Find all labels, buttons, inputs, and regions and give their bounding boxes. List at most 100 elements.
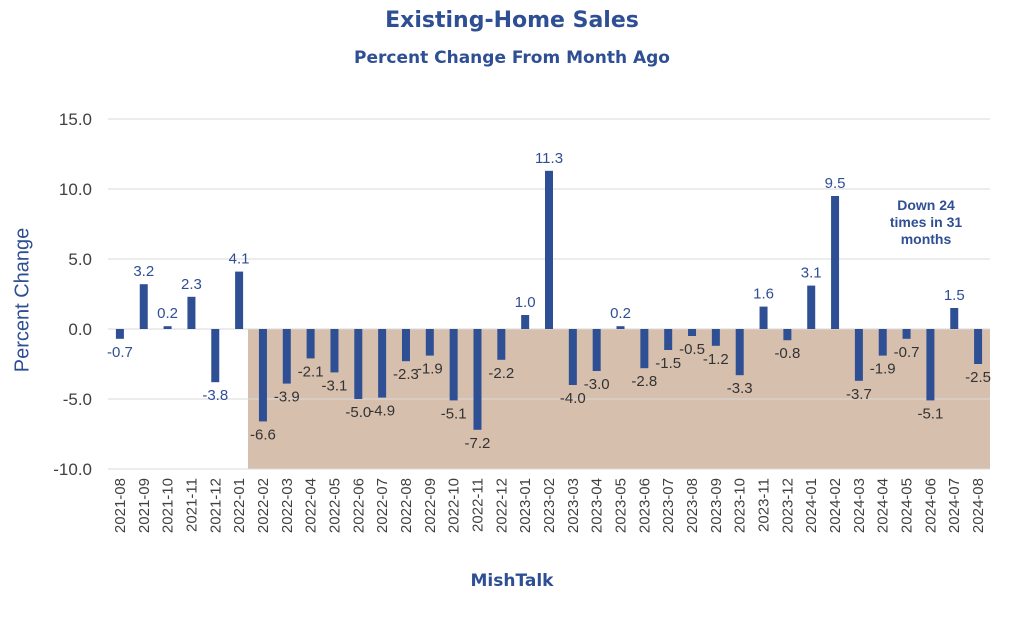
data-label: -7.2 [465, 435, 491, 452]
data-label: -6.6 [250, 426, 276, 443]
annotation-line: Down 24 [897, 197, 955, 213]
x-tick-label: 2022-04 [303, 478, 320, 533]
x-tick-label: 2022-01 [231, 478, 248, 533]
bar [187, 296, 196, 329]
x-tick-label: 2022-06 [350, 478, 367, 533]
bar [783, 329, 792, 341]
bar [354, 329, 363, 399]
bar [688, 329, 697, 336]
data-label: -0.8 [774, 345, 800, 362]
data-label: 3.2 [133, 263, 154, 280]
x-tick-label: 2021-12 [207, 478, 224, 533]
x-tick-label: 2023-01 [517, 478, 534, 533]
data-label: 1.0 [515, 294, 536, 311]
bar [926, 329, 935, 401]
bar [473, 329, 482, 430]
bar [974, 329, 983, 364]
bar [807, 285, 816, 329]
data-label: -4.9 [369, 403, 395, 420]
bar [878, 329, 887, 356]
data-label: -0.7 [107, 344, 133, 361]
data-label: -5.1 [917, 405, 943, 422]
bar [330, 329, 339, 373]
bar [711, 329, 720, 346]
y-tick-label: 15.0 [59, 110, 92, 129]
data-label: 0.2 [157, 305, 178, 322]
data-label: 2.3 [181, 276, 202, 293]
bar [521, 315, 530, 329]
bar [425, 329, 434, 356]
data-label: -2.3 [393, 366, 419, 383]
bar [449, 329, 458, 401]
x-tick-label: 2024-05 [899, 478, 916, 533]
x-tick-label: 2022-09 [422, 478, 439, 533]
y-tick-label: 0.0 [68, 320, 92, 339]
data-label: -1.9 [417, 361, 443, 378]
bar [831, 196, 840, 329]
x-tick-label: 2021-11 [183, 478, 200, 532]
data-label: -3.8 [202, 387, 228, 404]
x-tick-label: 2022-03 [279, 478, 296, 533]
bar [759, 306, 768, 329]
x-tick-label: 2023-07 [660, 478, 677, 533]
x-tick-label: 2023-05 [613, 478, 630, 533]
x-tick-label: 2024-01 [803, 478, 820, 533]
x-tick-label: 2022-08 [398, 478, 415, 533]
data-label: -2.1 [298, 363, 324, 380]
data-label: -4.0 [560, 390, 586, 407]
bar [282, 329, 291, 384]
x-tick-label: 2024-07 [946, 478, 963, 533]
x-tick-label: 2021-08 [112, 478, 129, 533]
bar [401, 329, 410, 362]
data-label: 9.5 [825, 175, 846, 192]
x-tick-label: 2024-06 [922, 478, 939, 533]
y-tick-label: -5.0 [63, 390, 92, 409]
y-tick-label: -10.0 [53, 460, 92, 479]
bar [640, 329, 649, 369]
bar [497, 329, 506, 360]
x-tick-label: 2023-11 [756, 478, 773, 532]
x-tick-label: 2023-09 [708, 478, 725, 533]
bar [616, 326, 625, 329]
x-tick-label: 2024-04 [875, 478, 892, 533]
bar [950, 308, 959, 329]
bar [235, 271, 244, 329]
x-tick-label: 2022-07 [374, 478, 391, 533]
x-tick-label: 2022-05 [326, 478, 343, 533]
x-tick-label: 2022-11 [469, 478, 486, 532]
data-label: -3.3 [727, 380, 753, 397]
data-label: -5.1 [441, 405, 467, 422]
x-tick-label: 2022-12 [493, 478, 510, 533]
data-label: -1.2 [703, 351, 729, 368]
annotation-line: months [901, 231, 952, 247]
x-tick-label: 2023-10 [732, 478, 749, 533]
data-label: -3.0 [584, 376, 610, 393]
data-label: 1.5 [944, 287, 965, 304]
bar [115, 329, 124, 339]
data-label: -2.2 [488, 365, 514, 382]
data-label: -1.9 [870, 361, 896, 378]
data-label: 11.3 [535, 150, 563, 167]
bar [592, 329, 601, 371]
data-label: -0.5 [679, 341, 705, 358]
data-label: 0.2 [610, 305, 631, 322]
x-tick-label: 2021-09 [136, 478, 153, 533]
data-label: 3.1 [801, 265, 822, 282]
x-tick-label: 2022-02 [255, 478, 272, 533]
x-tick-label: 2023-06 [636, 478, 653, 533]
bar [902, 329, 911, 339]
y-tick-label: 5.0 [68, 250, 92, 269]
x-tick-label: 2023-08 [684, 478, 701, 533]
bar [306, 329, 315, 359]
data-label: 4.1 [229, 251, 250, 268]
annotation-line: times in 31 [890, 214, 963, 230]
y-tick-label: 10.0 [59, 180, 92, 199]
bar [568, 329, 577, 385]
x-axis-title: MishTalk [470, 571, 554, 591]
bar [735, 329, 744, 376]
data-label: 1.6 [753, 286, 774, 303]
x-tick-label: 2024-08 [970, 478, 987, 533]
data-label: -1.5 [655, 355, 681, 372]
x-tick-label: 2023-03 [565, 478, 582, 533]
